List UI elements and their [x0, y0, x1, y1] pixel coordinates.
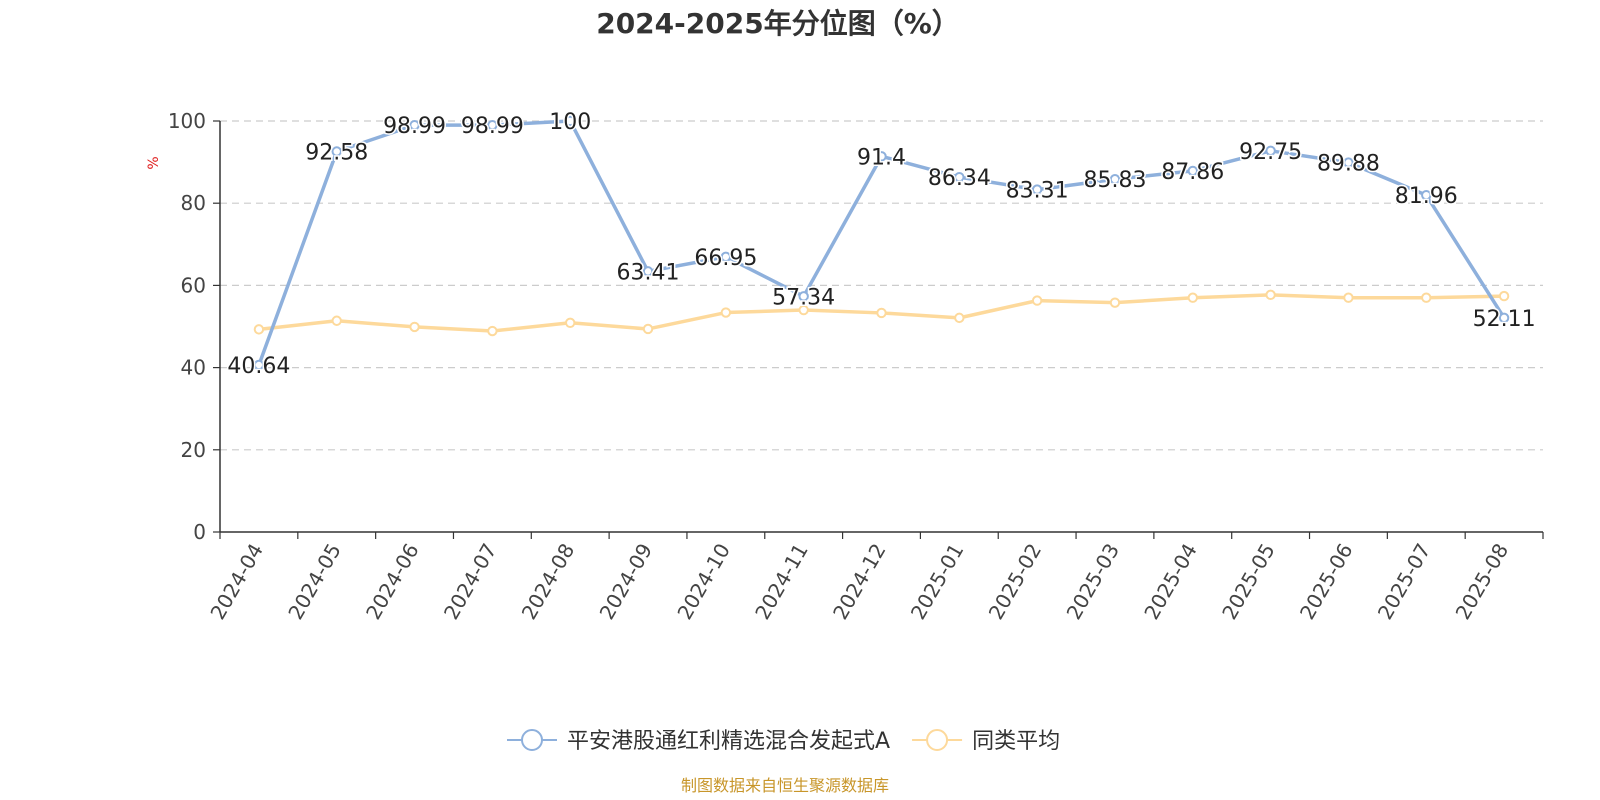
data-label: 52.11: [1473, 307, 1536, 332]
series-lines: [253, 115, 1510, 371]
data-point[interactable]: [487, 119, 498, 131]
data-label: 89.88: [1317, 152, 1380, 177]
data-point[interactable]: [1498, 312, 1510, 324]
legend-marker-icon: [521, 729, 543, 751]
x-tick-label: 2025-01: [906, 539, 969, 623]
data-label: 40.64: [227, 354, 290, 379]
x-tick-label: 2025-03: [1061, 539, 1124, 623]
x-tick-label: 2024-07: [439, 539, 502, 623]
data-label: 98.99: [383, 114, 446, 139]
y-tick-label: 0: [193, 520, 206, 544]
data-point[interactable]: [1421, 292, 1432, 303]
data-point[interactable]: [720, 251, 732, 263]
data-point[interactable]: [1187, 165, 1198, 177]
x-tick-label: 2025-08: [1451, 539, 1514, 623]
data-label: 85.83: [1083, 168, 1146, 193]
data-point[interactable]: [1421, 189, 1432, 201]
data-point[interactable]: [565, 115, 576, 127]
data-label: 87.86: [1161, 160, 1224, 185]
legend-marker-icon: [926, 729, 949, 751]
x-tick-label: 2025-04: [1139, 539, 1202, 623]
y-tick-label: 80: [181, 191, 206, 215]
data-source-note: 制图数据来自恒生聚源数据库: [681, 776, 889, 795]
data-label: 66.95: [694, 246, 757, 271]
data-point[interactable]: [1109, 297, 1121, 308]
data-label: 63.41: [617, 260, 680, 285]
data-point[interactable]: [642, 266, 654, 277]
data-point[interactable]: [487, 325, 498, 337]
data-point[interactable]: [954, 171, 965, 183]
axes: 0 20 40 60 80 100 2024-04 2024-05 2024-06 2024-07…: [168, 109, 1544, 624]
data-point[interactable]: [1343, 157, 1354, 168]
data-point[interactable]: [1187, 292, 1198, 303]
data-point[interactable]: [876, 307, 887, 319]
x-tick-label: 2024-11: [750, 539, 813, 623]
data-label: 98.99: [461, 114, 524, 139]
x-tick-label: 2024-04: [205, 539, 268, 623]
data-point[interactable]: [1109, 174, 1121, 185]
data-point[interactable]: [720, 307, 732, 318]
data-label: 92.75: [1239, 140, 1302, 165]
data-label: 81.96: [1395, 184, 1458, 209]
x-tick-label: 2024-06: [361, 539, 424, 623]
legend-label: 同类平均: [972, 729, 1060, 754]
data-point[interactable]: [1498, 290, 1510, 302]
data-point[interactable]: [409, 119, 420, 131]
data-point[interactable]: [409, 321, 420, 333]
data-point[interactable]: [798, 291, 809, 302]
y-axis-unit-label: %: [146, 156, 162, 169]
data-label: 86.34: [928, 166, 991, 191]
legend-item[interactable]: 平安港股通红利精选混合发起式A: [507, 729, 890, 754]
data-point[interactable]: [1031, 295, 1043, 306]
data-point[interactable]: [1265, 289, 1276, 301]
x-tick-label: 2024-10: [672, 539, 735, 623]
legend-label: 平安港股通红利精选混合发起式A: [567, 729, 890, 754]
data-point[interactable]: [565, 317, 576, 329]
data-label: 91.4: [857, 145, 906, 170]
x-tick-label: 2024-12: [828, 539, 891, 623]
data-point[interactable]: [798, 304, 809, 316]
data-point[interactable]: [1265, 145, 1276, 156]
y-tick-label: 20: [181, 438, 206, 462]
data-point[interactable]: [331, 146, 342, 157]
data-point[interactable]: [253, 359, 265, 371]
x-tick-label: 2024-09: [595, 539, 658, 623]
data-point[interactable]: [1343, 292, 1354, 303]
data-point[interactable]: [954, 312, 965, 324]
data-point[interactable]: [876, 151, 887, 162]
y-tick-label: 60: [181, 273, 206, 297]
y-tick-label: 100: [168, 109, 206, 133]
x-tick-label: 2025-02: [984, 539, 1047, 623]
legend-item[interactable]: 同类平均: [912, 729, 1060, 754]
data-point[interactable]: [253, 324, 265, 335]
data-point[interactable]: [1031, 184, 1043, 195]
x-tick-label: 2025-05: [1217, 539, 1280, 623]
data-label: 100: [549, 110, 591, 135]
data-labels: 40.64 92.58 98.99 98.99 100 63.41 66.95 57.34 91…: [226, 109, 1537, 381]
grid-lines: [220, 120, 1543, 451]
y-tick-label: 40: [181, 356, 206, 380]
x-tick-label: 2025-06: [1295, 539, 1358, 623]
chart-title: 2024-2025年分位图（%）: [596, 7, 960, 40]
data-label: 83.31: [1006, 179, 1069, 204]
x-tick-label: 2024-05: [283, 539, 346, 623]
data-point[interactable]: [642, 323, 654, 335]
legend[interactable]: 平安港股通红利精选混合发起式A 同类平均: [507, 729, 1060, 754]
x-tick-label: 2025-07: [1373, 539, 1436, 623]
data-label: 57.34: [772, 285, 835, 310]
data-point[interactable]: [331, 315, 342, 326]
x-tick-label: 2024-08: [517, 539, 580, 623]
data-label: 92.58: [305, 140, 368, 165]
